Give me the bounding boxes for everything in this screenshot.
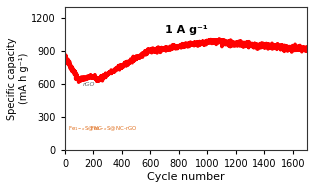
Y-axis label: Specific capacity
(mA h g⁻¹): Specific capacity (mA h g⁻¹) bbox=[7, 37, 29, 120]
Text: 1 A g⁻¹: 1 A g⁻¹ bbox=[165, 25, 207, 35]
Text: rGO: rGO bbox=[83, 82, 95, 87]
X-axis label: Cycle number: Cycle number bbox=[147, 172, 225, 182]
Text: Fe$_{1-x}$S@NC: Fe$_{1-x}$S@NC bbox=[68, 124, 103, 133]
Text: Fe$_{1-x}$S@NC-rGO: Fe$_{1-x}$S@NC-rGO bbox=[89, 124, 137, 133]
